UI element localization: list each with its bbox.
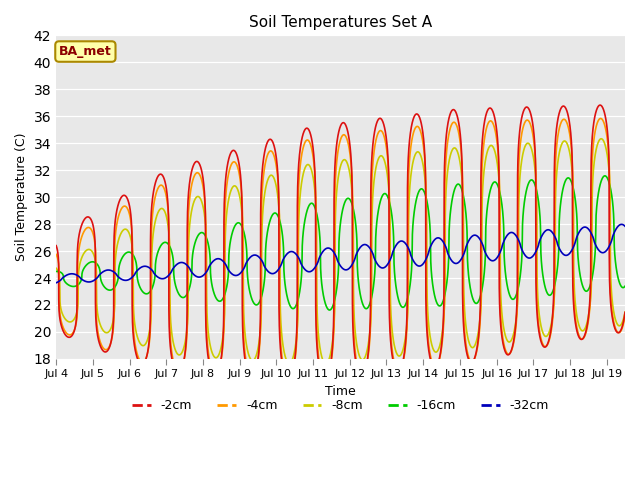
Y-axis label: Soil Temperature (C): Soil Temperature (C) (15, 133, 28, 262)
Legend: -2cm, -4cm, -8cm, -16cm, -32cm: -2cm, -4cm, -8cm, -16cm, -32cm (127, 395, 554, 418)
X-axis label: Time: Time (325, 385, 356, 398)
Title: Soil Temperatures Set A: Soil Temperatures Set A (249, 15, 432, 30)
Text: BA_met: BA_met (59, 45, 112, 58)
